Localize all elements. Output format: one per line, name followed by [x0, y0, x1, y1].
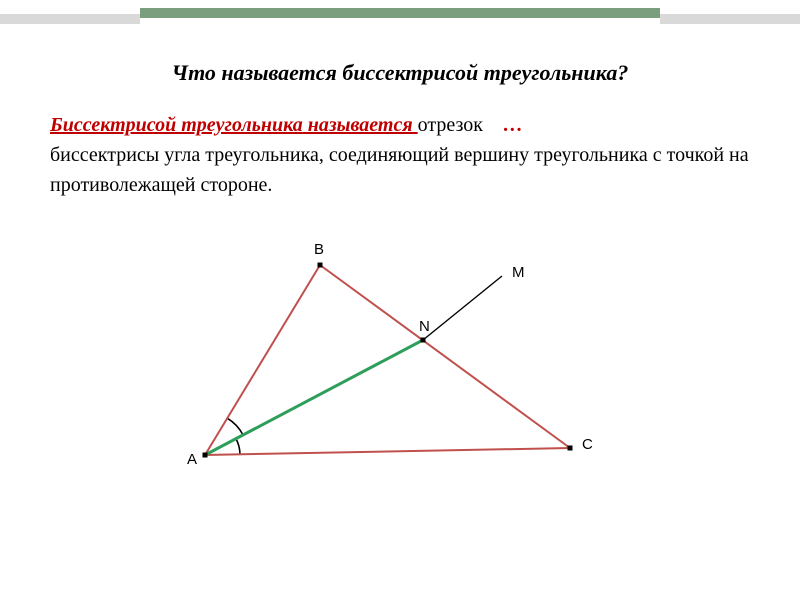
point-label-C: C: [582, 436, 593, 453]
point-label-A: A: [187, 451, 197, 468]
triangle-diagram: A B C N M: [150, 230, 650, 490]
topbar-segment: [0, 14, 140, 24]
topbar-segment: [660, 14, 800, 24]
point-label-B: B: [314, 241, 324, 258]
definition-answer: отрезок: [418, 114, 483, 136]
definition-rest: биссектрисы угла треугольника, соединяющ…: [50, 144, 749, 196]
topbar-segment: [140, 8, 660, 18]
definition-ellipsis: …: [503, 114, 523, 136]
slide-content: Что называется биссектрисой треугольника…: [0, 0, 800, 490]
point-label-N: N: [419, 318, 430, 335]
definition-term: Биссектрисой треугольника: [50, 114, 303, 136]
slide-title: Что называется биссектрисой треугольника…: [50, 60, 750, 86]
definition-text: Биссектрисой треугольника называется отр…: [50, 110, 750, 200]
diagram-svg: [150, 230, 650, 490]
point-label-M: M: [512, 264, 525, 281]
definition-called: называется: [303, 114, 418, 136]
